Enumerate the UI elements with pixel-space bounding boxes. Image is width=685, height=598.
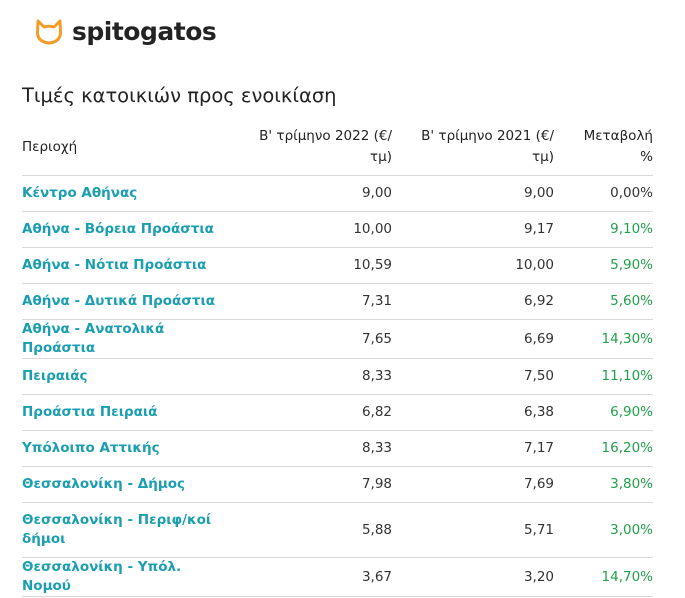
price-q2-2021: 6,69 bbox=[392, 319, 554, 359]
table-row: Αθήνα - Βόρεια Προάστια 10,00 9,17 9,10% bbox=[22, 211, 653, 248]
area-cell: Υπόλοιπο Αττικής bbox=[22, 430, 232, 467]
price-q2-2022: 9,00 bbox=[232, 175, 392, 212]
area-link[interactable]: Θεσσαλονίκη - Περιφ/κοί δήμοι bbox=[22, 512, 212, 547]
area-link[interactable]: Θεσσαλονίκη - Δήμος bbox=[22, 476, 186, 492]
area-link[interactable]: Θεσσαλονίκη - Υπόλ. Νομού bbox=[22, 559, 182, 594]
area-link[interactable]: Κέντρο Αθήνας bbox=[22, 185, 138, 201]
price-q2-2022: 8,33 bbox=[232, 358, 392, 395]
table-row: Αθήνα - Ανατολικά Προάστια 7,65 6,69 14,30% bbox=[22, 319, 653, 359]
price-q2-2022: 7,31 bbox=[232, 283, 392, 320]
area-cell: Κέντρο Αθήνας bbox=[22, 175, 232, 212]
area-cell: Πειραιάς bbox=[22, 358, 232, 395]
change-percent: 14,70% bbox=[554, 557, 653, 597]
change-percent: 6,90% bbox=[554, 394, 653, 431]
price-q2-2021: 6,38 bbox=[392, 394, 554, 431]
area-cell: Θεσσαλονίκη - Δήμος bbox=[22, 466, 232, 503]
area-cell: Αθήνα - Βόρεια Προάστια bbox=[22, 211, 232, 248]
change-percent: 0,00% bbox=[554, 175, 653, 212]
price-q2-2022: 3,67 bbox=[232, 557, 392, 597]
price-q2-2021: 10,00 bbox=[392, 247, 554, 284]
change-percent: 3,00% bbox=[554, 502, 653, 558]
change-percent: 14,30% bbox=[554, 319, 653, 359]
price-q2-2021: 3,20 bbox=[392, 557, 554, 597]
area-link[interactable]: Προάστια Πειραιά bbox=[22, 404, 158, 420]
area-cell: Αθήνα - Νότια Προάστια bbox=[22, 247, 232, 284]
price-q2-2022: 10,59 bbox=[232, 247, 392, 284]
price-q2-2022: 8,33 bbox=[232, 430, 392, 467]
brand-logo[interactable]: spitogatos bbox=[34, 17, 217, 46]
table-row: Υπόλοιπο Αττικής 8,33 7,17 16,20% bbox=[22, 430, 653, 467]
price-q2-2022: 7,98 bbox=[232, 466, 392, 503]
page-title: Τιμές κατοικιών προς ενοικίαση bbox=[22, 84, 337, 107]
area-cell: Αθήνα - Δυτικά Προάστια bbox=[22, 283, 232, 320]
price-q2-2022: 10,00 bbox=[232, 211, 392, 248]
area-link[interactable]: Αθήνα - Δυτικά Προάστια bbox=[22, 293, 215, 309]
header-q2-2021: Β' τρίμηνο 2021 (€/ τμ) bbox=[392, 120, 554, 176]
area-cell: Αθήνα - Ανατολικά Προάστια bbox=[22, 319, 232, 359]
table-row: Κέντρο Αθήνας 9,00 9,00 0,00% bbox=[22, 175, 653, 212]
table-row: Προάστια Πειραιά 6,82 6,38 6,90% bbox=[22, 394, 653, 431]
change-percent: 16,20% bbox=[554, 430, 653, 467]
price-q2-2021: 6,92 bbox=[392, 283, 554, 320]
brand-name: spitogatos bbox=[72, 17, 217, 46]
table-row: Αθήνα - Δυτικά Προάστια 7,31 6,92 5,60% bbox=[22, 283, 653, 320]
price-q2-2021: 7,69 bbox=[392, 466, 554, 503]
change-percent: 5,60% bbox=[554, 283, 653, 320]
area-link[interactable]: Υπόλοιπο Αττικής bbox=[22, 440, 160, 456]
header-change: Μεταβολή % bbox=[554, 120, 653, 176]
header-area: Περιοχή bbox=[22, 120, 232, 176]
table-row: Θεσσαλονίκη - Υπόλ. Νομού 3,67 3,20 14,70% bbox=[22, 557, 653, 597]
price-q2-2022: 6,82 bbox=[232, 394, 392, 431]
price-q2-2021: 5,71 bbox=[392, 502, 554, 558]
price-q2-2022: 5,88 bbox=[232, 502, 392, 558]
area-cell: Θεσσαλονίκη - Υπόλ. Νομού bbox=[22, 557, 232, 597]
area-link[interactable]: Αθήνα - Βόρεια Προάστια bbox=[22, 221, 214, 237]
price-q2-2021: 9,00 bbox=[392, 175, 554, 212]
header-q2-2022: Β' τρίμηνο 2022 (€/ τμ) bbox=[232, 120, 392, 176]
change-percent: 5,90% bbox=[554, 247, 653, 284]
area-cell: Θεσσαλονίκη - Περιφ/κοί δήμοι bbox=[22, 502, 232, 558]
area-link[interactable]: Αθήνα - Ανατολικά Προάστια bbox=[22, 321, 165, 356]
area-cell: Προάστια Πειραιά bbox=[22, 394, 232, 431]
change-percent: 3,80% bbox=[554, 466, 653, 503]
price-q2-2022: 7,65 bbox=[232, 319, 392, 359]
area-link[interactable]: Αθήνα - Νότια Προάστια bbox=[22, 257, 207, 273]
price-q2-2021: 9,17 bbox=[392, 211, 554, 248]
rent-prices-table: Περιοχή Β' τρίμηνο 2022 (€/ τμ) Β' τρίμη… bbox=[22, 120, 653, 597]
table-row: Αθήνα - Νότια Προάστια 10,59 10,00 5,90% bbox=[22, 247, 653, 284]
change-percent: 9,10% bbox=[554, 211, 653, 248]
table-header-row: Περιοχή Β' τρίμηνο 2022 (€/ τμ) Β' τρίμη… bbox=[22, 120, 653, 176]
price-q2-2021: 7,17 bbox=[392, 430, 554, 467]
table-row: Θεσσαλονίκη - Περιφ/κοί δήμοι 5,88 5,71 3,0… bbox=[22, 502, 653, 558]
table-row: Πειραιάς 8,33 7,50 11,10% bbox=[22, 358, 653, 395]
area-link[interactable]: Πειραιάς bbox=[22, 368, 88, 384]
price-q2-2021: 7,50 bbox=[392, 358, 554, 395]
table-row: Θεσσαλονίκη - Δήμος 7,98 7,69 3,80% bbox=[22, 466, 653, 503]
change-percent: 11,10% bbox=[554, 358, 653, 395]
cat-logo-icon bbox=[36, 19, 62, 44]
